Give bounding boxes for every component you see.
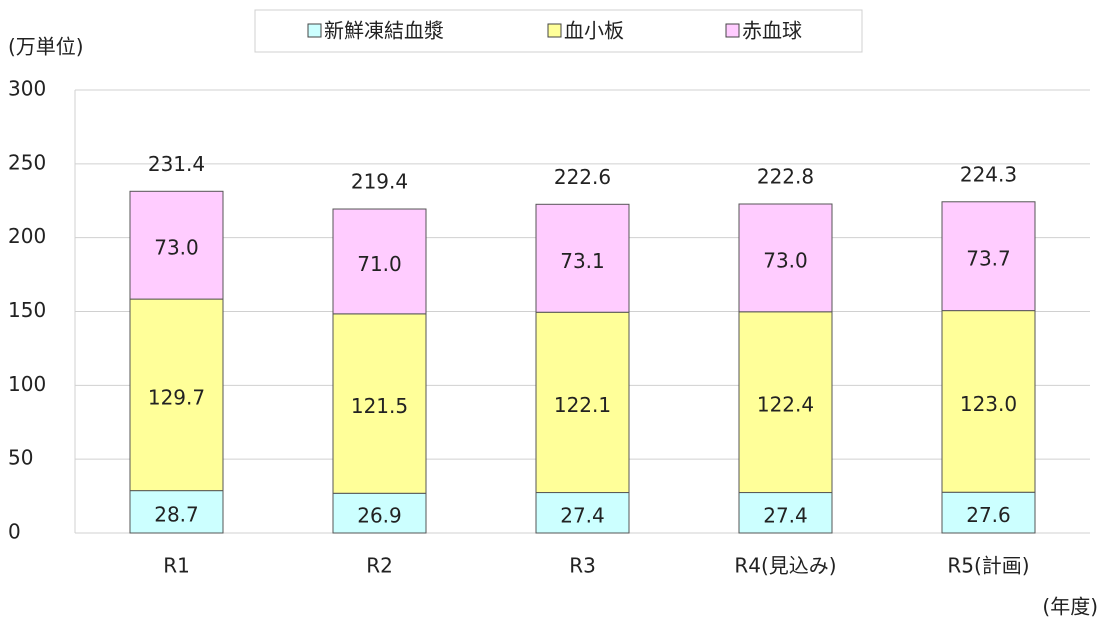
bar-segment <box>332 492 427 534</box>
bar-segment <box>535 492 630 534</box>
data-label: 123.0 <box>960 392 1017 416</box>
bar-segment <box>332 208 427 315</box>
legend-swatch <box>725 23 740 38</box>
total-label: 222.6 <box>554 165 611 189</box>
legend-swatch <box>547 23 562 38</box>
data-label: 73.0 <box>763 248 808 272</box>
x-tick-label: R3 <box>569 554 596 578</box>
y-tick-label: 100 <box>8 372 46 396</box>
bar-segment <box>941 310 1036 493</box>
bar-segment <box>129 490 224 534</box>
data-label: 27.4 <box>763 503 808 527</box>
x-tick-label: R5(計画) <box>947 554 1029 578</box>
y-tick-label: 50 <box>8 446 33 470</box>
y-tick-label: 300 <box>8 77 46 101</box>
data-label: 71.0 <box>357 252 402 276</box>
bar-segment <box>941 201 1036 312</box>
data-label: 122.1 <box>554 393 611 417</box>
legend-label: 血小板 <box>564 19 624 43</box>
legend-label: 新鮮凍結血漿 <box>324 19 444 43</box>
bar-segment <box>535 311 630 494</box>
y-axis-label: (万単位) <box>8 35 84 59</box>
bar-segment <box>129 190 224 300</box>
total-label: 224.3 <box>960 162 1017 186</box>
total-label: 231.4 <box>148 152 205 176</box>
x-tick-label: R2 <box>366 554 393 578</box>
data-label: 129.7 <box>148 385 205 409</box>
bar-segment <box>738 492 833 534</box>
data-label: 121.5 <box>351 394 408 418</box>
legend-label: 赤血球 <box>742 19 802 43</box>
data-label: 122.4 <box>757 393 814 417</box>
x-tick-label: R4(見込み) <box>734 554 836 578</box>
data-label: 27.4 <box>560 503 605 527</box>
bar-segment <box>738 311 833 494</box>
data-label: 73.7 <box>966 247 1011 271</box>
x-tick-label: R1 <box>163 554 190 578</box>
data-label: 26.9 <box>357 504 402 528</box>
total-label: 222.8 <box>757 164 814 188</box>
bar-segment <box>332 313 427 494</box>
data-label: 73.0 <box>154 236 199 260</box>
bar-segment <box>535 203 630 313</box>
y-tick-label: 150 <box>8 298 46 322</box>
data-label: 27.6 <box>966 503 1011 527</box>
bar-segment <box>129 298 224 492</box>
total-label: 219.4 <box>351 170 408 194</box>
y-tick-label: 250 <box>8 150 46 174</box>
legend-swatch <box>307 23 322 38</box>
y-tick-label: 200 <box>8 224 46 248</box>
bar-segment <box>738 203 833 313</box>
data-label: 73.1 <box>560 249 605 273</box>
y-tick-label: 0 <box>8 520 21 544</box>
data-label: 28.7 <box>154 502 199 526</box>
x-axis-label: (年度) <box>1042 595 1098 619</box>
